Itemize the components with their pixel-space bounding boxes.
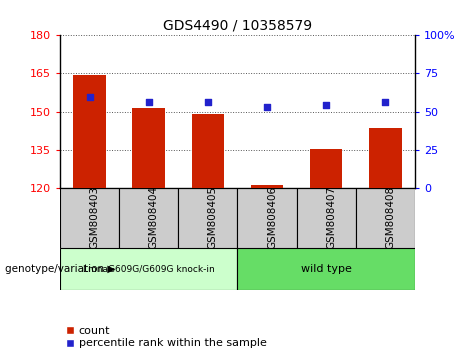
Bar: [60, 248, 237, 290]
Point: [204, 99, 212, 105]
Point: [382, 99, 389, 105]
Bar: [237, 248, 415, 290]
Text: GSM808407: GSM808407: [326, 186, 336, 249]
Bar: [192, 114, 224, 188]
Bar: [178, 188, 237, 248]
Point: [145, 99, 152, 105]
Text: GSM808403: GSM808403: [89, 186, 100, 249]
Bar: [369, 128, 402, 188]
Text: GSM808406: GSM808406: [267, 186, 277, 249]
Point: [86, 94, 93, 99]
Bar: [356, 188, 415, 248]
Bar: [310, 149, 343, 188]
Bar: [237, 188, 296, 248]
Text: GSM808408: GSM808408: [385, 186, 396, 249]
Text: wild type: wild type: [301, 264, 352, 274]
Text: LmnaG609G/G609G knock-in: LmnaG609G/G609G knock-in: [83, 264, 214, 274]
Bar: [73, 75, 106, 188]
Bar: [119, 188, 178, 248]
Text: genotype/variation ▶: genotype/variation ▶: [5, 264, 115, 274]
Bar: [296, 188, 356, 248]
Point: [263, 104, 271, 110]
Bar: [60, 188, 119, 248]
Bar: [251, 184, 283, 188]
Title: GDS4490 / 10358579: GDS4490 / 10358579: [163, 19, 312, 33]
Text: GSM808404: GSM808404: [148, 186, 159, 249]
Text: GSM808405: GSM808405: [208, 186, 218, 249]
Legend: count, percentile rank within the sample: count, percentile rank within the sample: [65, 326, 267, 348]
Point: [322, 102, 330, 108]
Bar: [132, 108, 165, 188]
